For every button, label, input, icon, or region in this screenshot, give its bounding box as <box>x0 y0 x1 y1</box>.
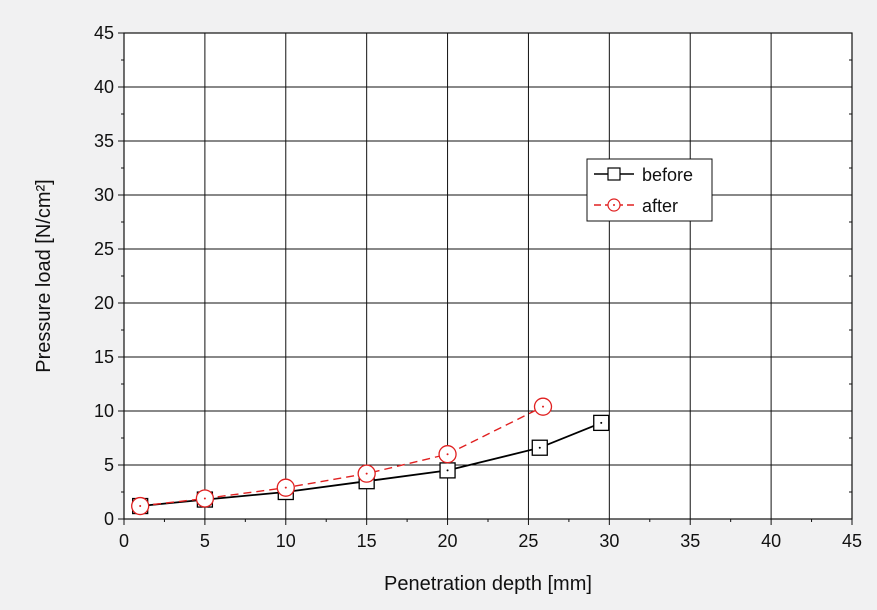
data-point-center-after <box>542 405 545 408</box>
x-tick-label: 10 <box>276 531 296 551</box>
data-point-center-after <box>446 453 449 456</box>
data-point-center-after <box>139 505 142 508</box>
x-tick-label: 35 <box>680 531 700 551</box>
data-point-center-before <box>600 421 603 424</box>
x-tick-label: 5 <box>200 531 210 551</box>
legend-after-label: after <box>642 196 678 216</box>
y-tick-label: 10 <box>94 401 114 421</box>
data-point-center-after <box>203 497 206 500</box>
plot-background <box>124 33 852 519</box>
data-point-center-after <box>284 486 287 489</box>
plot-frame <box>123 32 853 520</box>
x-tick-label: 15 <box>357 531 377 551</box>
y-tick-label: 40 <box>94 77 114 97</box>
x-tick-label: 20 <box>438 531 458 551</box>
series-line-after <box>140 406 544 507</box>
y-tick-label: 15 <box>94 347 114 367</box>
x-tick-label: 25 <box>518 531 538 551</box>
y-tick-label: 45 <box>94 23 114 43</box>
label-layer: Penetration depth [mm] Pressure load [N/… <box>33 179 592 595</box>
y-tick-label: 5 <box>104 455 114 475</box>
legend-before-marker <box>607 167 621 181</box>
data-point-center-before <box>446 469 449 472</box>
x-tick-label: 40 <box>761 531 781 551</box>
series-layer <box>131 397 610 516</box>
y-tick-label: 0 <box>104 509 114 529</box>
grid-layer <box>124 33 852 519</box>
legend: before after <box>586 158 713 222</box>
y-tick-label: 20 <box>94 293 114 313</box>
y-tick-label: 25 <box>94 239 114 259</box>
y-axis-label: Pressure load [N/cm²] <box>33 179 55 372</box>
x-tick-label: 0 <box>119 531 129 551</box>
legend-after-marker-dot <box>613 204 615 206</box>
x-axis-label: Penetration depth [mm] <box>384 573 592 595</box>
data-point-center-before <box>538 446 541 449</box>
data-point-center-after <box>365 472 368 475</box>
y-tick-label: 30 <box>94 185 114 205</box>
x-tick-label: 45 <box>842 531 862 551</box>
legend-before-label: before <box>642 165 693 185</box>
x-tick-label: 30 <box>599 531 619 551</box>
tick-layer: 0 5 10 15 20 25 30 35 40 45 0 5 10 15 20 25 30 35 40 45 <box>94 23 862 551</box>
y-tick-label: 35 <box>94 131 114 151</box>
